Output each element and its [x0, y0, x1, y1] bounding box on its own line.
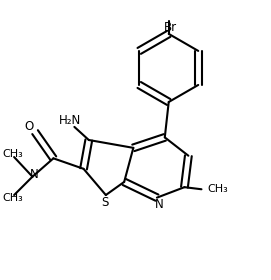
Text: S: S — [101, 196, 108, 209]
Text: N: N — [155, 198, 163, 211]
Text: CH₃: CH₃ — [2, 150, 23, 159]
Text: CH₃: CH₃ — [208, 184, 228, 194]
Text: H₂N: H₂N — [59, 114, 82, 127]
Text: N: N — [29, 167, 38, 181]
Text: Br: Br — [163, 21, 177, 34]
Text: CH₃: CH₃ — [2, 193, 23, 203]
Text: O: O — [24, 120, 33, 133]
